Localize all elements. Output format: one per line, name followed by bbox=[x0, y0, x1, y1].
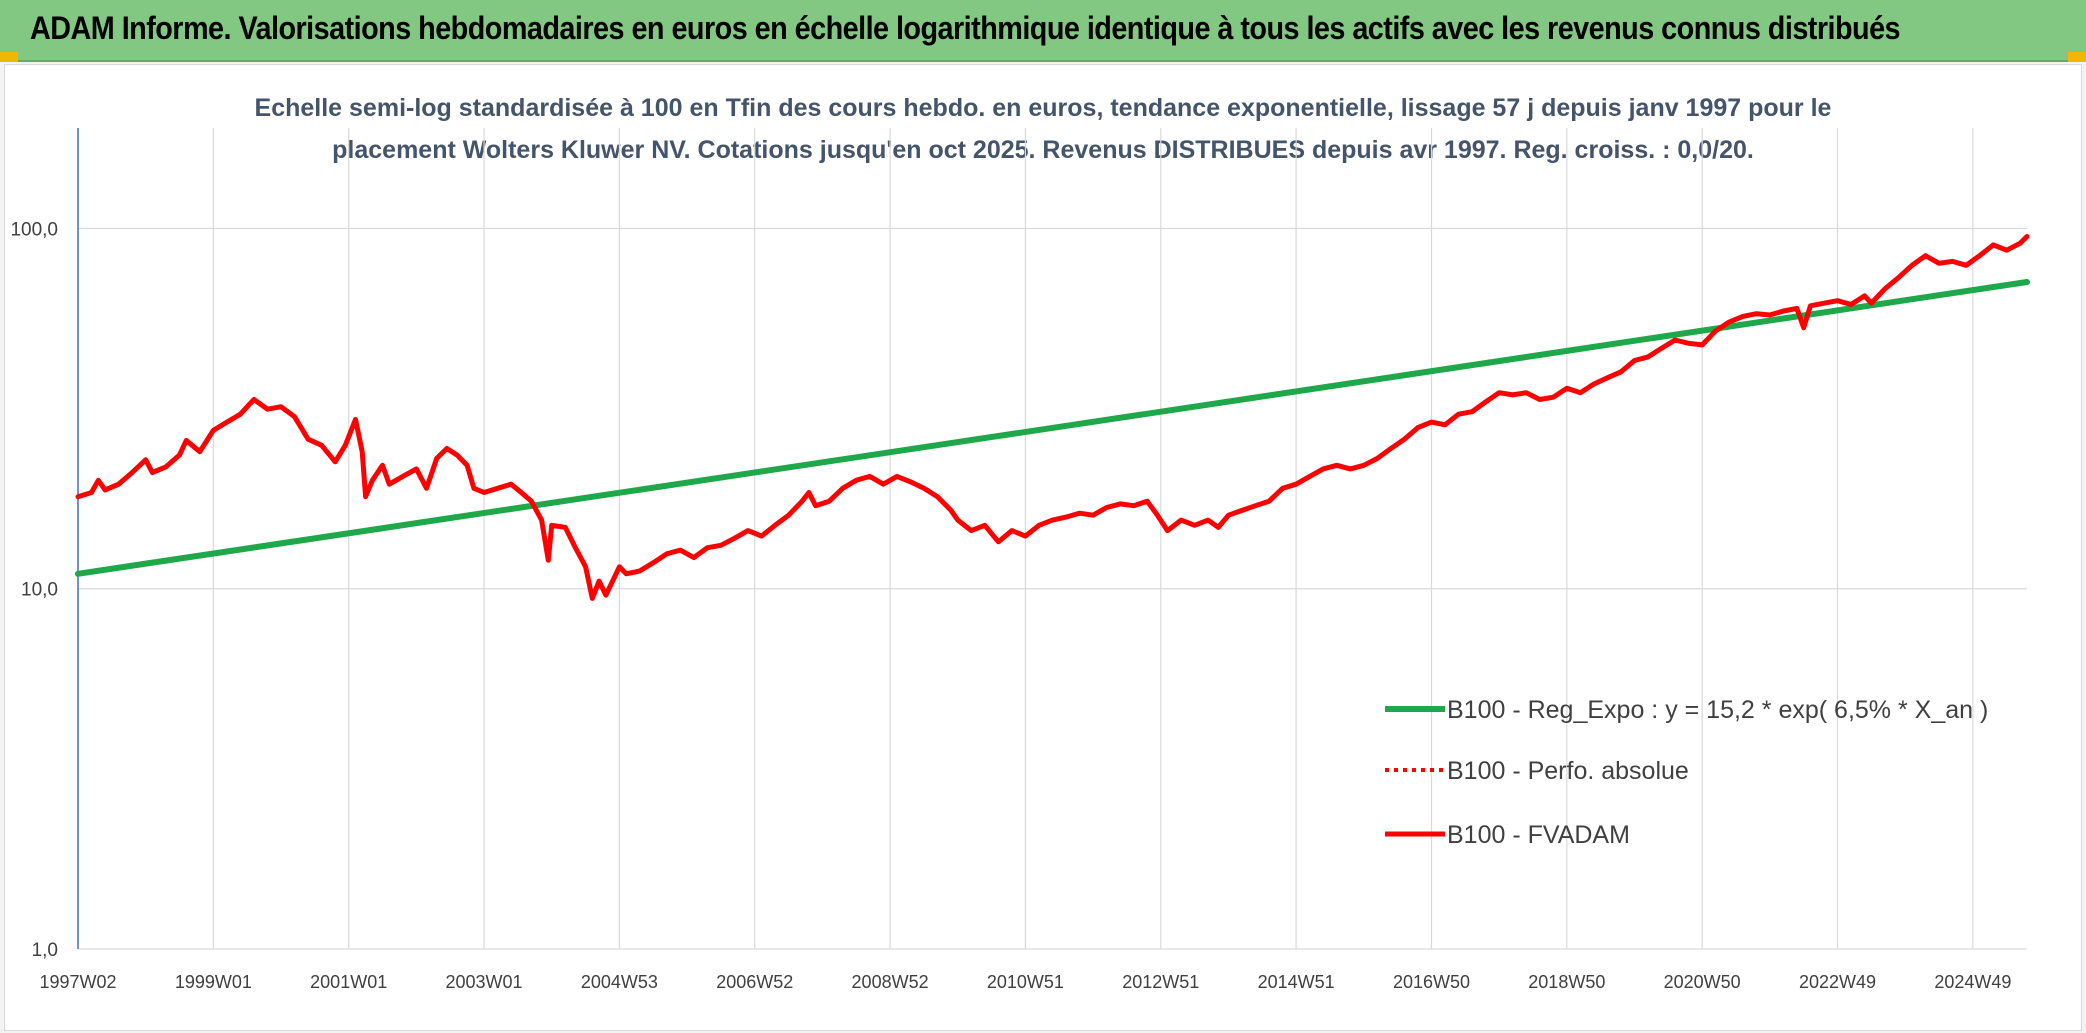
fvadam-line bbox=[75, 234, 2030, 601]
report-title: ADAM Informe. Valorisations hebdomadaire… bbox=[30, 10, 1901, 46]
x-tick-label: 1997W02 bbox=[39, 972, 116, 992]
x-tick-label: 2004W53 bbox=[581, 972, 658, 992]
corner-accent-right bbox=[2068, 52, 2086, 62]
x-tick-label: 2008W52 bbox=[852, 972, 929, 992]
x-tick-label: 2022W49 bbox=[1799, 972, 1876, 992]
y-tick-label: 10,0 bbox=[21, 580, 58, 601]
x-tick-label: 2014W51 bbox=[1258, 972, 1335, 992]
report-banner: ADAM Informe. Valorisations hebdomadaire… bbox=[0, 0, 2086, 62]
x-tick-label: 2020W50 bbox=[1664, 972, 1741, 992]
series-layer bbox=[75, 234, 2030, 601]
legend: B100 - Reg_Expo : y = 15,2 * exp( 6,5% *… bbox=[1385, 696, 1988, 849]
x-tick-label: 2018W50 bbox=[1528, 972, 1605, 992]
legend-label-reg: B100 - Reg_Expo : y = 15,2 * exp( 6,5% *… bbox=[1447, 696, 1988, 724]
gridlines bbox=[77, 128, 2027, 950]
x-tick-label: 2006W52 bbox=[716, 972, 793, 992]
x-tick-label: 2003W01 bbox=[446, 972, 523, 992]
x-tick-label: 2016W50 bbox=[1393, 972, 1470, 992]
x-tick-label: 2024W49 bbox=[1934, 972, 2011, 992]
legend-label-perfo: B100 - Perfo. absolue bbox=[1447, 757, 1689, 785]
legend-label-fvadam: B100 - FVADAM bbox=[1447, 821, 1630, 849]
x-tick-label: 2012W51 bbox=[1122, 972, 1199, 992]
y-tick-label: 1,0 bbox=[32, 940, 58, 961]
x-tick-label: 1999W01 bbox=[175, 972, 252, 992]
y-tick-label: 100,0 bbox=[10, 219, 58, 240]
reg-expo-line bbox=[75, 279, 2030, 577]
corner-accent-left bbox=[0, 52, 18, 62]
x-axis-ticks: 1997W02 1999W01 2001W01 2003W01 2004W53 2006W… bbox=[39, 972, 2011, 992]
chart-panel bbox=[4, 64, 2082, 1031]
chart-subtitle-line-2: placement Wolters Kluwer NV. Cotations j… bbox=[332, 136, 1754, 164]
chart-subtitle-line-1: Echelle semi-log standardisée à 100 en T… bbox=[255, 94, 1832, 122]
y-axis-ticks: 1,0 10,0 100,0 bbox=[10, 219, 58, 961]
x-tick-label: 2001W01 bbox=[310, 972, 387, 992]
x-tick-label: 2010W51 bbox=[987, 972, 1064, 992]
